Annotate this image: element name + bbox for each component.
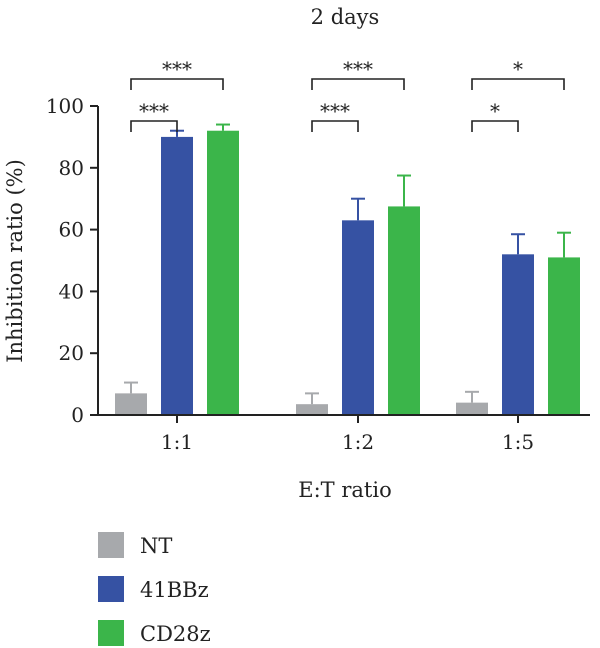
bar-nt-1 bbox=[296, 404, 328, 415]
legend-swatch-nt bbox=[98, 532, 124, 558]
error-bars-layer bbox=[124, 123, 571, 405]
x-axis-label: E:T ratio bbox=[298, 478, 391, 502]
y-tick-label: 20 bbox=[59, 341, 84, 365]
x-ticks-layer: 1:1 1:2 1:5 bbox=[161, 415, 534, 454]
bar-cd28z-0 bbox=[207, 130, 239, 415]
bar-cd28z-2 bbox=[548, 257, 580, 415]
significance-label: *** bbox=[343, 57, 373, 81]
legend-label-41bbz: 41BBz bbox=[140, 578, 209, 602]
x-tick-label: 1:2 bbox=[342, 430, 374, 454]
bar-nt-2 bbox=[456, 402, 488, 415]
x-tick-label: 1:1 bbox=[161, 430, 193, 454]
legend-label-cd28z: CD28z bbox=[140, 622, 211, 646]
significance-label: *** bbox=[320, 99, 350, 123]
bar-nt-0 bbox=[115, 393, 147, 415]
bar-cd28z-1 bbox=[388, 206, 420, 415]
y-tick-label: 100 bbox=[46, 94, 84, 118]
y-tick-label: 0 bbox=[71, 403, 84, 427]
significance-label: * bbox=[490, 99, 500, 123]
significance-label: *** bbox=[139, 99, 169, 123]
legend-swatch-cd28z bbox=[98, 620, 124, 646]
significance-bracket bbox=[471, 120, 519, 132]
significance-bracket bbox=[311, 120, 359, 132]
y-tick-label: 80 bbox=[59, 156, 84, 180]
significance-bracket bbox=[471, 78, 565, 90]
legend-swatch-41bbz bbox=[98, 576, 124, 602]
legend: NT 41BBz CD28z bbox=[98, 532, 211, 646]
significance-layer: ************** bbox=[130, 57, 565, 132]
legend-label-nt: NT bbox=[140, 534, 172, 558]
significance-bracket bbox=[130, 120, 178, 132]
significance-bracket bbox=[311, 78, 405, 90]
chart-title: 2 days bbox=[311, 5, 380, 29]
bar-41bbz-2 bbox=[502, 254, 534, 415]
significance-label: *** bbox=[162, 57, 192, 81]
y-ticks-layer: 0 20 40 60 80 100 bbox=[46, 94, 98, 427]
significance-label: * bbox=[513, 57, 523, 81]
x-tick-label: 1:5 bbox=[502, 430, 534, 454]
y-tick-label: 60 bbox=[59, 218, 84, 242]
bar-41bbz-0 bbox=[161, 136, 193, 415]
bar-41bbz-1 bbox=[342, 220, 374, 415]
significance-bracket bbox=[130, 78, 224, 90]
y-tick-label: 40 bbox=[59, 279, 84, 303]
y-axis-label: Inhibition ratio (%) bbox=[3, 159, 27, 363]
bars-layer bbox=[115, 130, 580, 415]
